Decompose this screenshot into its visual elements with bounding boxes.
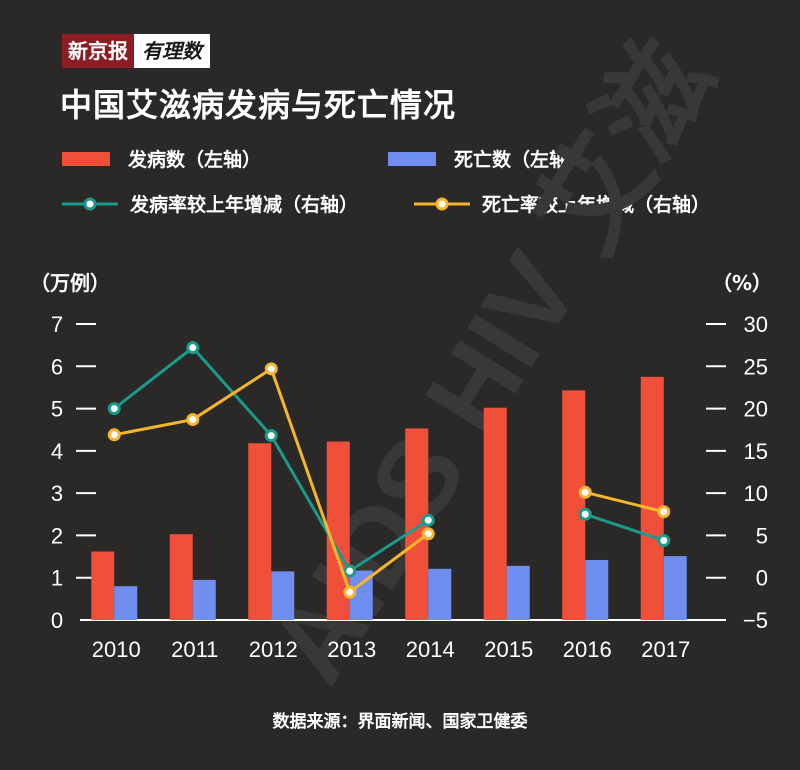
legend-incidence-count: 发病数（左轴） [62, 145, 261, 172]
legend-swatch-incidence [62, 151, 110, 166]
x-axis-tick-label: 2011 [171, 637, 218, 662]
right-axis-tick-label: 25 [744, 354, 768, 379]
right-axis-tick-label: 15 [744, 439, 768, 464]
bar-incidence-count [483, 407, 507, 620]
left-axis-tick-label: 3 [51, 481, 63, 506]
point-death-rate [657, 505, 671, 519]
right-axis-tick-label: 5 [756, 523, 768, 548]
left-axis-tick-label: 0 [51, 608, 63, 633]
legend-swatch-death [388, 151, 436, 166]
bar-death-count [349, 570, 373, 620]
bar-death-count [271, 571, 295, 620]
point-incidence-rate [186, 341, 200, 355]
point-incidence-rate [657, 534, 671, 548]
legend-death-count: 死亡数（左轴） [388, 145, 587, 172]
right-axis-tick-label: 30 [744, 312, 768, 337]
left-axis-tick-label: 5 [51, 397, 63, 422]
bar-incidence-count [640, 376, 664, 620]
bar-death-count [506, 565, 530, 620]
point-death-rate [343, 585, 357, 599]
legend-label-death-rate: 死亡率较上年增减（右轴） [482, 194, 711, 216]
bar-incidence-count [248, 443, 272, 620]
bar-incidence-count [405, 428, 429, 620]
point-death-rate [421, 527, 435, 541]
right-axis-tick-label: 10 [744, 481, 768, 506]
x-axis-tick-label: 2016 [563, 637, 612, 662]
x-axis-tick-label: 2010 [92, 637, 141, 662]
x-axis-tick-label: 2017 [641, 637, 690, 662]
left-axis-tick-label: 4 [51, 439, 63, 464]
point-incidence-rate [107, 402, 121, 416]
logo-name: 新京报 [62, 34, 134, 68]
bar-death-count [428, 568, 452, 620]
data-source-note: 数据来源：界面新闻、国家卫健委 [272, 712, 528, 732]
point-incidence-rate [578, 507, 592, 521]
legend-death-rate: 死亡率较上年增减（右轴） [414, 190, 710, 217]
right-axis-tick-label: 20 [744, 397, 768, 422]
legend-incidence-rate: 发病率较上年增减（右轴） [62, 190, 358, 217]
point-incidence-rate [343, 564, 357, 578]
bar-incidence-count [169, 534, 193, 620]
left-axis-tick-label: 6 [51, 354, 63, 379]
bar-death-count [192, 579, 216, 620]
newspaper-logo: 新京报 有理数 [62, 34, 210, 68]
right-axis-tick-label: 0 [756, 566, 768, 591]
x-axis-tick-label: 2015 [484, 637, 533, 662]
point-death-rate [578, 485, 592, 499]
line-death-rate [584, 490, 665, 514]
point-incidence-rate [421, 513, 435, 527]
chart-title: 中国艾滋病发病与死亡情况 [60, 86, 457, 124]
bar-death-count [663, 556, 687, 620]
line-incidence-rate [584, 512, 665, 542]
right-axis-tick-label: −5 [743, 608, 768, 633]
point-death-rate [264, 362, 278, 376]
legend-marker-death-rate [414, 197, 470, 210]
point-incidence-rate [264, 429, 278, 443]
bar-incidence-count [562, 390, 586, 620]
left-axis-tick-label: 1 [51, 566, 63, 591]
left-axis-tick-label: 7 [51, 312, 63, 337]
right-axis-unit: （%） [712, 271, 772, 295]
bar-death-count [585, 559, 609, 620]
chart-plot-area: AIDS HIV 艾滋 （万例） （%） 01234567−5051015202… [30, 21, 772, 700]
legend-label-death-count: 死亡数（左轴） [454, 149, 588, 171]
x-axis-tick-label: 2014 [406, 637, 455, 662]
legend-label-incidence-count: 发病数（左轴） [128, 149, 262, 171]
point-death-rate [186, 413, 200, 427]
legend-marker-incidence-rate [62, 197, 118, 210]
x-axis-tick-label: 2012 [249, 637, 298, 662]
x-axis-tick-label: 2013 [327, 637, 376, 662]
bar-death-count [114, 586, 138, 620]
bar-incidence-count [91, 551, 115, 620]
left-axis-unit: （万例） [30, 271, 110, 295]
logo-column-name: 有理数 [134, 34, 210, 68]
point-death-rate [107, 428, 121, 442]
legend-label-incidence-rate: 发病率较上年增减（右轴） [130, 194, 359, 216]
left-axis-tick-label: 2 [51, 523, 63, 548]
